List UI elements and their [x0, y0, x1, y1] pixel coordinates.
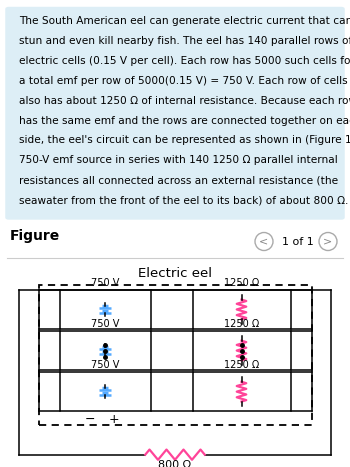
- Text: Figure: Figure: [10, 228, 60, 242]
- Text: >: >: [323, 236, 332, 247]
- Text: −: −: [85, 413, 96, 426]
- Text: side, the eel's circuit can be represented as shown in (Figure 1) a: side, the eel's circuit can be represent…: [19, 135, 350, 145]
- Text: Electric eel: Electric eel: [138, 267, 212, 280]
- Text: The South American eel can generate electric current that can: The South American eel can generate elec…: [19, 16, 350, 26]
- Bar: [193, 332, 290, 370]
- Text: 1250 Ω: 1250 Ω: [224, 360, 259, 370]
- Text: 750 V: 750 V: [91, 360, 119, 370]
- Text: stun and even kill nearby fish. The eel has 140 parallel rows of: stun and even kill nearby fish. The eel …: [19, 36, 350, 46]
- Bar: [60, 290, 150, 329]
- Bar: [60, 373, 150, 411]
- Text: 1 of 1: 1 of 1: [282, 236, 314, 247]
- Text: 750-V emf source in series with 140 1250 Ω parallel internal: 750-V emf source in series with 140 1250…: [19, 156, 338, 165]
- Text: +: +: [108, 413, 119, 426]
- Text: 750 V: 750 V: [91, 278, 119, 288]
- Text: resistances all connected across an external resistance (the: resistances all connected across an exte…: [19, 175, 338, 185]
- Bar: [60, 332, 150, 370]
- Text: a total emf per row of 5000(0.15 V) = 750 V. Each row of cells: a total emf per row of 5000(0.15 V) = 75…: [19, 76, 348, 85]
- Bar: [193, 290, 290, 329]
- Text: <: <: [259, 236, 269, 247]
- Text: 1250 Ω: 1250 Ω: [224, 278, 259, 288]
- Text: also has about 1250 Ω of internal resistance. Because each row: also has about 1250 Ω of internal resist…: [19, 96, 350, 106]
- Text: 1250 Ω: 1250 Ω: [224, 319, 259, 329]
- FancyBboxPatch shape: [5, 7, 345, 219]
- Text: 800 Ω: 800 Ω: [159, 460, 191, 467]
- Text: 750 V: 750 V: [91, 319, 119, 329]
- Text: has the same emf and the rows are connected together on each: has the same emf and the rows are connec…: [19, 115, 350, 126]
- Bar: [193, 373, 290, 411]
- Text: electric cells (0.15 V per cell). Each row has 5000 such cells for: electric cells (0.15 V per cell). Each r…: [19, 56, 350, 66]
- Text: seawater from the front of the eel to its back) of about 800 Ω.: seawater from the front of the eel to it…: [19, 195, 349, 205]
